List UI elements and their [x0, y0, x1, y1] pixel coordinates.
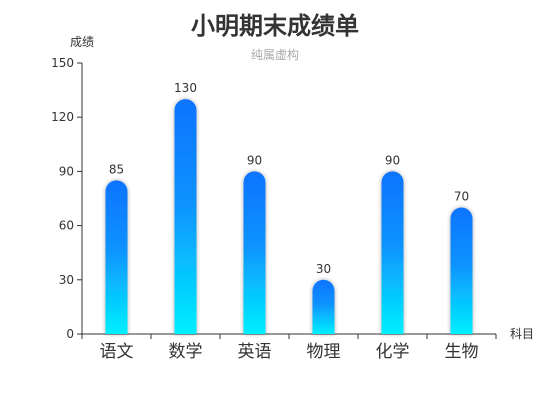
- y-tick-label: 60: [59, 219, 74, 233]
- x-tick-label: 数学: [169, 342, 203, 362]
- bar-化学[interactable]: [381, 171, 404, 334]
- data-label: 70: [454, 190, 469, 204]
- bar-数学[interactable]: [174, 99, 197, 334]
- y-tick-label: 0: [66, 327, 74, 341]
- x-tick-label: 物理: [307, 342, 341, 362]
- y-tick-label: 150: [51, 56, 74, 70]
- data-label: 30: [316, 262, 331, 276]
- y-tick-label: 90: [59, 164, 74, 178]
- y-axis-label: 成绩: [70, 35, 94, 49]
- bar-物理[interactable]: [312, 279, 335, 334]
- y-axis: 0 30 60 90 120 150: [51, 56, 83, 341]
- bar-生物[interactable]: [450, 207, 473, 334]
- x-axis-label: 科目: [510, 327, 534, 341]
- x-tick-label: 英语: [238, 342, 272, 362]
- data-label: 85: [109, 162, 124, 176]
- x-tick-label: 生物: [445, 342, 479, 362]
- bar-英语[interactable]: [243, 171, 266, 334]
- bar-series: [105, 99, 473, 334]
- x-tick-label: 语文: [100, 342, 134, 362]
- data-labels: 85 130 90 30 90 70: [109, 81, 469, 276]
- x-axis: 语文 数学 英语 物理 化学 生物: [81, 333, 497, 362]
- bar-语文[interactable]: [105, 180, 128, 334]
- y-tick-label: 30: [59, 273, 74, 287]
- chart-title: 小明期末成绩单: [191, 12, 359, 40]
- chart-subtitle: 纯属虚构: [251, 47, 299, 62]
- data-label: 90: [247, 153, 262, 167]
- y-tick-label: 120: [51, 110, 74, 124]
- x-tick-label: 化学: [376, 342, 410, 362]
- data-label: 130: [174, 81, 197, 95]
- data-label: 90: [385, 153, 400, 167]
